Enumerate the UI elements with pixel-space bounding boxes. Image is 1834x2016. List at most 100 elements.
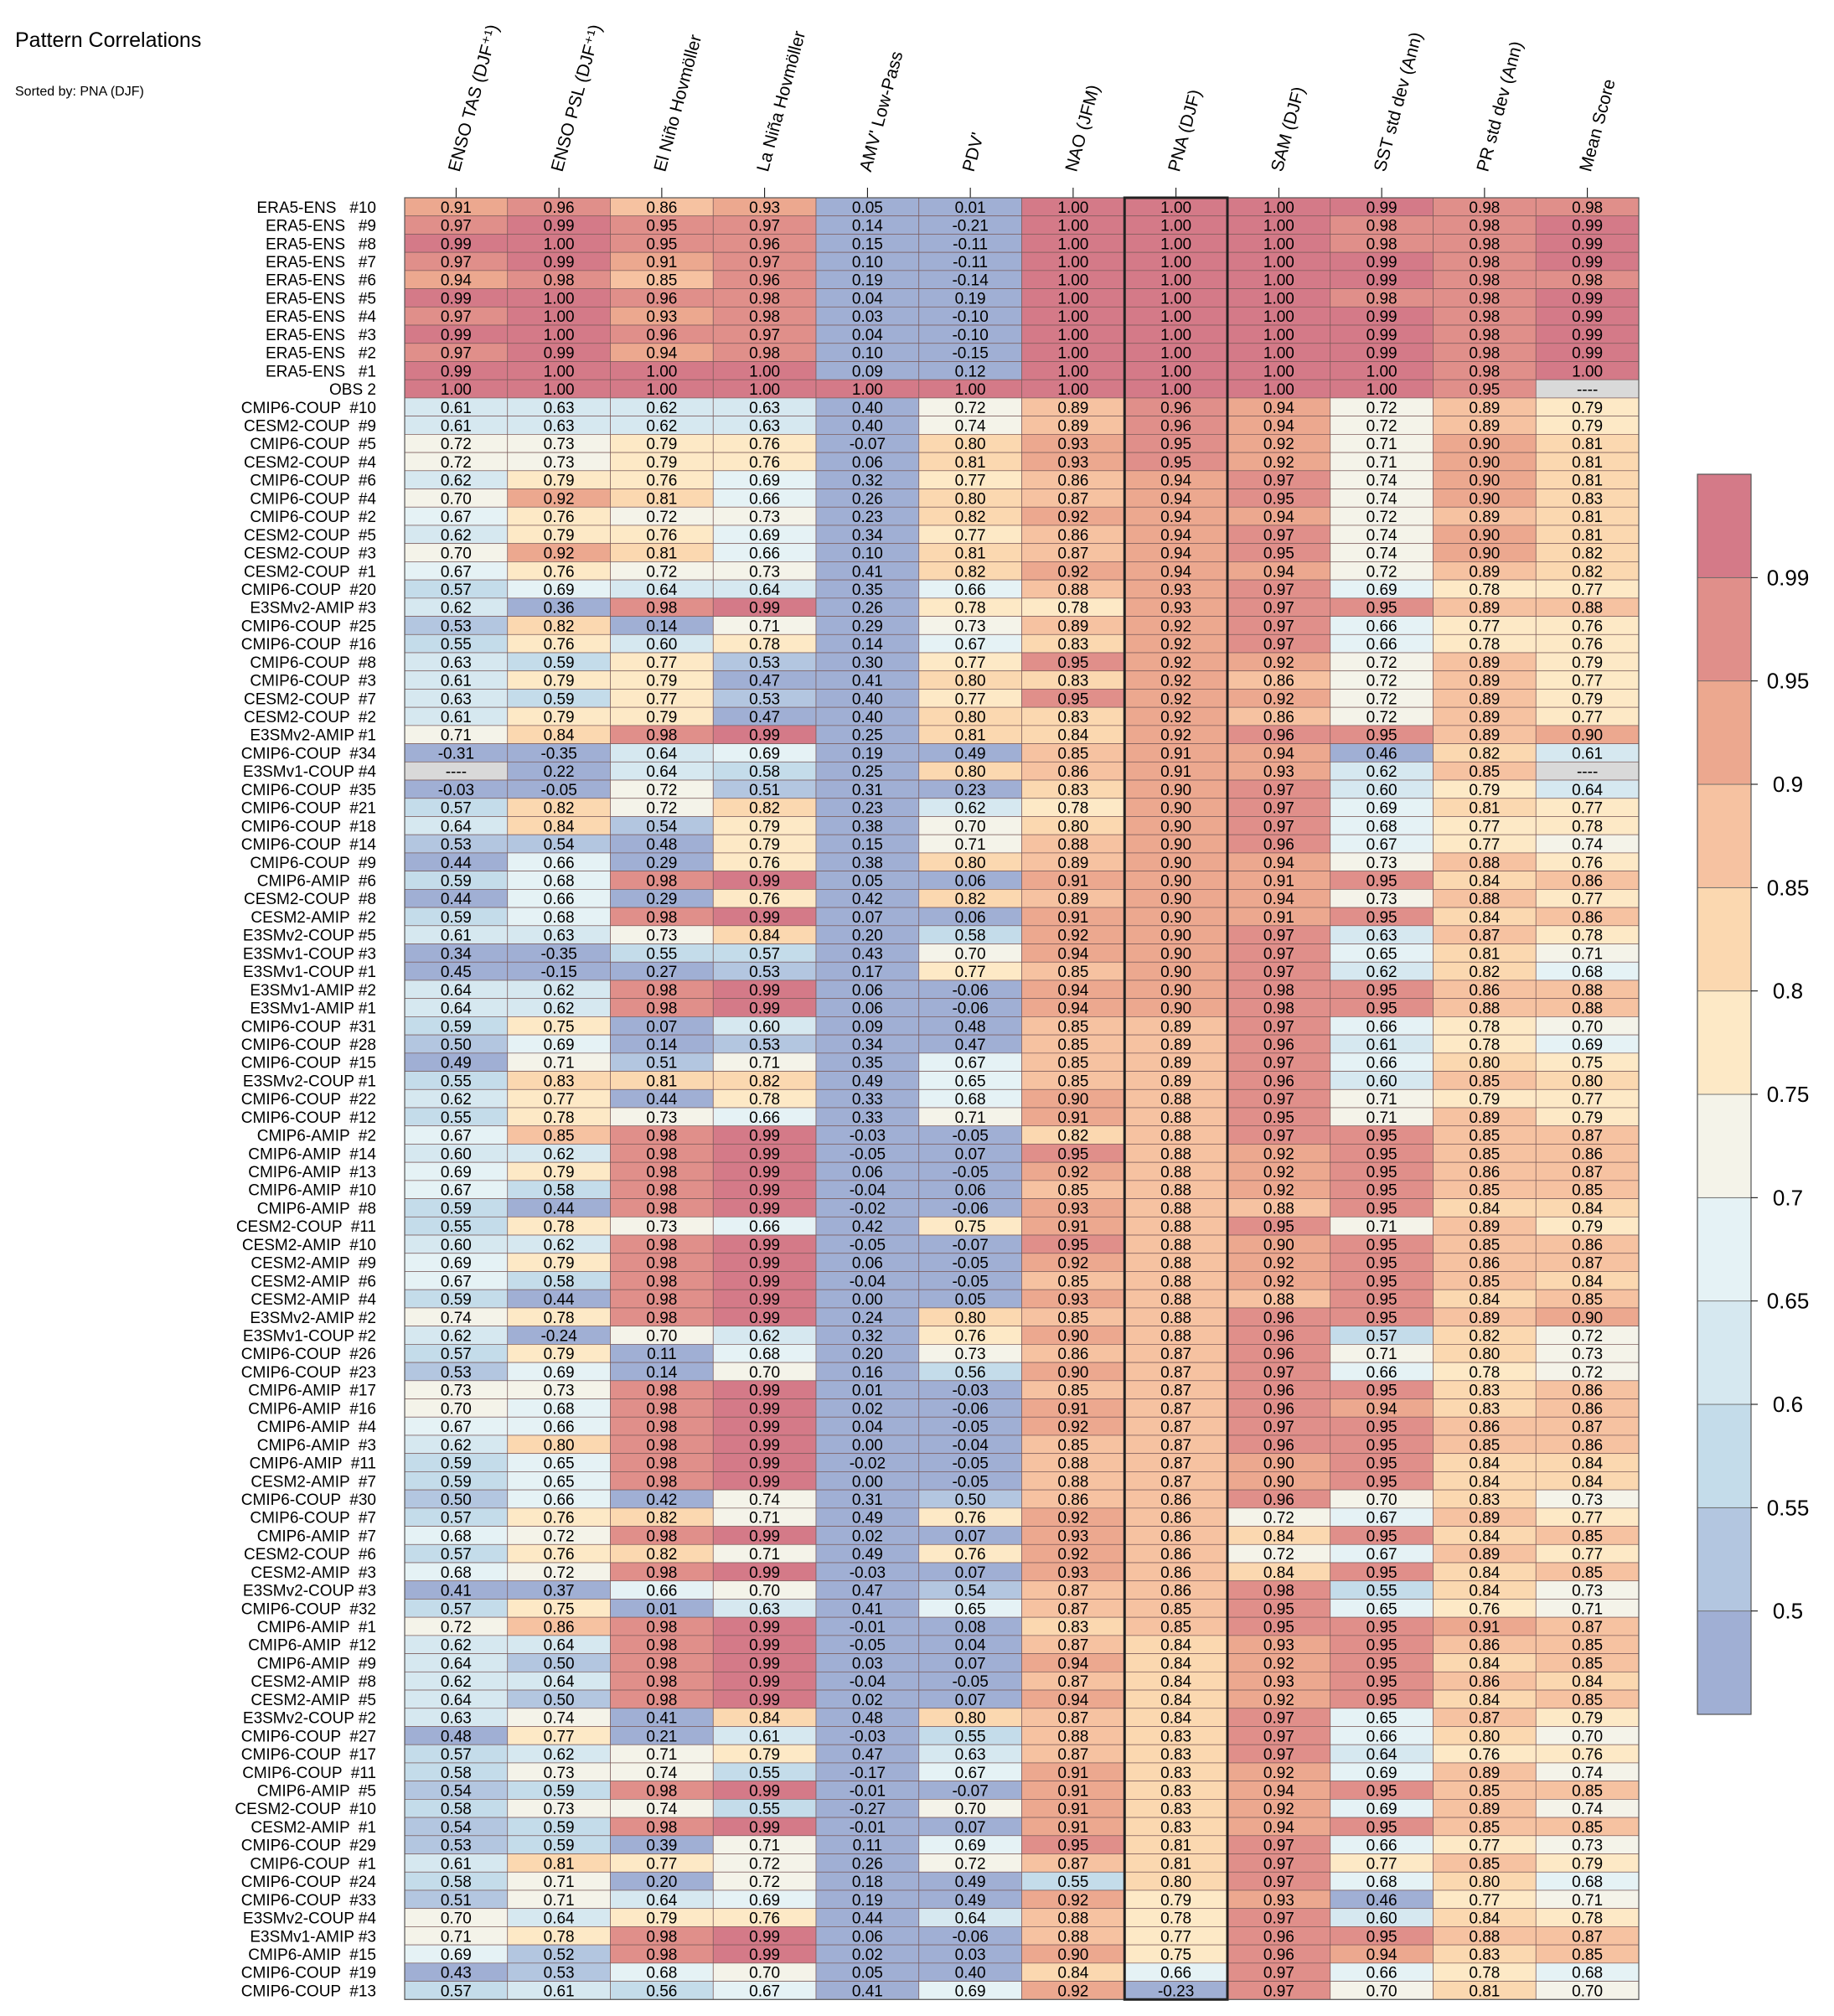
cell-value: 0.86: [1160, 1546, 1191, 1564]
cell-value: 1.00: [1057, 363, 1088, 380]
cell-value: 0.70: [441, 545, 472, 563]
cell-value: 0.95: [1366, 1928, 1397, 1946]
cell-value: 0.76: [1572, 618, 1603, 635]
cell-value: 0.69: [955, 1982, 986, 2000]
cell-value: 0.89: [1057, 418, 1088, 436]
cell-value: 0.64: [544, 1673, 575, 1691]
cell-value: 0.83: [544, 1073, 575, 1090]
cell-value: 0.98: [646, 1637, 677, 1655]
cell-value: 0.59: [544, 1838, 575, 1855]
cell-value: 0.94: [1263, 855, 1294, 872]
cell-value: 1.00: [1263, 254, 1294, 271]
cell-value: 0.79: [544, 1164, 575, 1181]
cell-value: 0.86: [1160, 1510, 1191, 1528]
cell-value: 0.72: [1366, 690, 1397, 708]
cell-value: 0.97: [1263, 1855, 1294, 1873]
cell-value: 0.76: [1572, 1746, 1603, 1764]
cell-value: 0.92: [1263, 454, 1294, 472]
cell-value: 0.87: [1057, 1855, 1088, 1873]
cell-value: 0.64: [544, 1910, 575, 1928]
cell-value: 0.66: [1366, 1728, 1397, 1745]
column-label: PDV': [959, 131, 988, 174]
cell-value: 0.88: [1263, 1200, 1294, 1217]
cell-value: 0.47: [852, 1746, 883, 1764]
cell-value: 0.88: [1057, 1910, 1088, 1928]
cell-value: 0.82: [955, 563, 986, 581]
cell-value: 0.60: [1366, 782, 1397, 799]
cell-value: 0.99: [749, 727, 780, 745]
cell-value: 0.95: [1366, 1619, 1397, 1636]
cell-value: 0.77: [646, 690, 677, 708]
row-label: CMIP6-COUP #13: [241, 1982, 376, 2000]
cell-value: 0.94: [1366, 1400, 1397, 1418]
cell-value: 0.76: [544, 509, 575, 526]
figure-title: Pattern Correlations: [15, 28, 201, 52]
cell-value: 0.76: [1572, 636, 1603, 654]
cell-value: 0.85: [1057, 745, 1088, 762]
cell-value: 0.90: [1263, 1237, 1294, 1254]
cell-value: -0.05: [952, 1473, 988, 1491]
cell-value: 0.92: [1263, 654, 1294, 672]
cell-value: 0.61: [441, 400, 472, 417]
cell-value: 0.90: [1469, 490, 1500, 508]
cell-value: 0.89: [1469, 1109, 1500, 1127]
cell-value: 0.68: [1366, 1874, 1397, 1891]
row-label: ERA5-ENS #6: [266, 272, 376, 290]
cell-value: 0.92: [1057, 1164, 1088, 1181]
cell-value: 0.98: [646, 1419, 677, 1436]
cell-value: 0.90: [1160, 945, 1191, 963]
cell-value: 0.41: [646, 1710, 677, 1728]
cell-value: 0.06: [852, 454, 883, 472]
cell-value: 0.92: [1160, 709, 1191, 726]
colorbar-segment: [1697, 1403, 1752, 1508]
cell-value: 0.91: [1057, 1400, 1088, 1418]
cell-value: 0.77: [544, 1728, 575, 1745]
colorbar-tick-label: 0.6: [1773, 1392, 1803, 1417]
cell-value: 0.95: [1366, 1437, 1397, 1455]
column-label: ENSO TAS (DJF⁺¹): [445, 23, 503, 173]
cell-value: 0.78: [1572, 1910, 1603, 1928]
cell-value: 0.97: [749, 218, 780, 235]
colorbar-segment: [1697, 1300, 1752, 1405]
row-label: CMIP6-AMIP #8: [257, 1200, 376, 1217]
cell-value: 0.41: [852, 563, 883, 581]
cell-value: 0.98: [646, 873, 677, 891]
cell-value: 1.00: [852, 381, 883, 399]
cell-value: 0.49: [852, 1546, 883, 1564]
cell-value: 0.90: [1160, 928, 1191, 945]
cell-value: 0.69: [441, 1255, 472, 1273]
cell-value: 0.90: [1263, 1455, 1294, 1473]
cell-value: 0.83: [1057, 782, 1088, 799]
cell-value: 0.50: [544, 1655, 575, 1672]
cell-value: 0.60: [646, 636, 677, 654]
cell-value: 0.14: [646, 1036, 677, 1054]
cell-value: 0.92: [1263, 1145, 1294, 1163]
cell-value: 0.75: [1160, 1946, 1191, 1964]
cell-value: 0.62: [441, 600, 472, 618]
cell-value: 0.72: [646, 509, 677, 526]
cell-value: 0.98: [749, 308, 780, 326]
cell-value: 0.93: [1263, 1892, 1294, 1910]
cell-value: -0.05: [850, 1637, 886, 1655]
cell-value: 0.65: [1366, 1710, 1397, 1728]
cell-value: 0.98: [1469, 235, 1500, 253]
cell-value: 0.63: [441, 690, 472, 708]
cell-value: 0.14: [646, 618, 677, 635]
cell-value: 0.73: [1366, 891, 1397, 908]
cell-value: 0.76: [646, 527, 677, 545]
cell-value: 0.83: [1160, 1801, 1191, 1818]
cell-value: 0.41: [852, 1982, 883, 2000]
cell-value: 0.86: [1572, 1400, 1603, 1418]
cell-value: 0.86: [1057, 473, 1088, 490]
cell-value: 0.78: [1572, 818, 1603, 835]
cell-value: 0.88: [1469, 891, 1500, 908]
cell-value: 0.04: [852, 1419, 883, 1436]
cell-value: 0.87: [1057, 1673, 1088, 1691]
cell-value: 0.76: [646, 473, 677, 490]
cell-value: 0.80: [1469, 1346, 1500, 1363]
cell-value: 0.94: [441, 272, 472, 290]
row-label: E3SMv2-COUP #4: [243, 1910, 377, 1928]
cell-value: 0.96: [1160, 418, 1191, 436]
row-label: CMIP6-COUP #3: [250, 673, 376, 690]
cell-value: 0.81: [1572, 454, 1603, 472]
